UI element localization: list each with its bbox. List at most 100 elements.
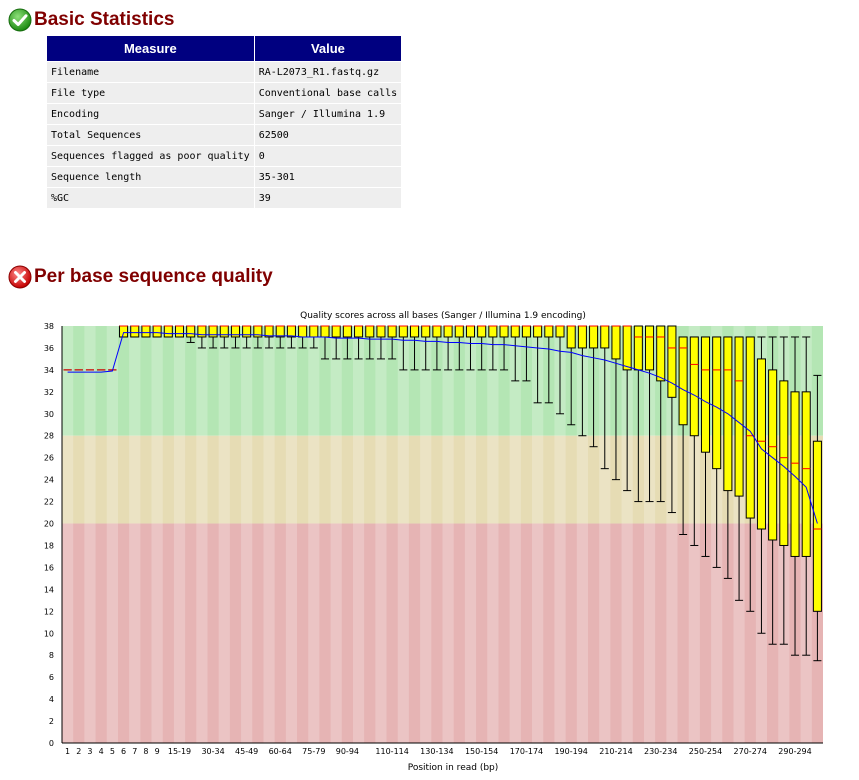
- quartile-box: [365, 325, 375, 338]
- column-stripe: [62, 326, 74, 743]
- y-tick-label: 8: [49, 651, 54, 660]
- quartile-box: [465, 325, 476, 338]
- column-stripe: [487, 326, 499, 743]
- y-tick-label: 16: [44, 563, 54, 572]
- quartile-box: [242, 325, 252, 338]
- column-stripe: [308, 326, 320, 743]
- quartile-box: [130, 325, 140, 338]
- quartile-box: [790, 391, 800, 557]
- quartile-box: [298, 325, 308, 338]
- x-tick-label: 30-34: [201, 747, 224, 756]
- x-tick-label: 270-274: [734, 747, 767, 756]
- quartile-box: [119, 325, 129, 338]
- column-stripe: [151, 326, 163, 743]
- table-row: %GC 39: [47, 187, 402, 208]
- x-tick-label: 3: [87, 747, 92, 756]
- quality-band: [62, 435, 823, 524]
- quartile-box: [163, 325, 173, 338]
- per-base-quality-heading: Per base sequence quality: [8, 265, 273, 289]
- value-cell: 35-301: [254, 166, 402, 188]
- column-stripe: [196, 326, 208, 743]
- quartile-box: [477, 325, 487, 338]
- x-tick-label: 4: [99, 747, 104, 756]
- mean-line: [67, 332, 818, 524]
- y-tick-label: 34: [44, 366, 54, 375]
- x-tick-label: 250-254: [689, 747, 722, 756]
- quartile-box: [656, 325, 666, 382]
- header-value: Value: [254, 36, 402, 62]
- y-tick-label: 2: [49, 717, 54, 726]
- x-tick-label: 170-174: [510, 747, 543, 756]
- quartile-box: [734, 336, 744, 497]
- quartile-box: [510, 325, 520, 338]
- y-tick-label: 30: [44, 410, 54, 419]
- column-stripe: [375, 326, 387, 743]
- column-stripe: [218, 326, 230, 743]
- column-stripe: [241, 326, 253, 743]
- quartile-box: [230, 325, 240, 338]
- y-tick-label: 18: [44, 541, 54, 550]
- quartile-box: [678, 336, 688, 426]
- x-tick-label: 60-64: [269, 747, 292, 756]
- quartile-box: [342, 325, 352, 338]
- column-stripe: [84, 326, 96, 743]
- quartile-box: [320, 325, 330, 338]
- measure-cell: Sequence length: [47, 166, 255, 188]
- quartile-box: [219, 325, 229, 338]
- x-tick-label: 7: [132, 747, 137, 756]
- basic-statistics-title: Basic Statistics: [34, 9, 175, 30]
- x-tick-label: 1: [65, 747, 70, 756]
- quartile-box: [622, 325, 632, 371]
- column-stripe: [643, 326, 656, 743]
- quartile-box: [275, 325, 285, 338]
- y-tick-label: 36: [44, 344, 54, 353]
- value-cell: Conventional base calls: [254, 82, 402, 104]
- column-stripe: [397, 326, 409, 743]
- quartile-box: [544, 325, 554, 338]
- per-base-quality-chart: Quality scores across all bases (Sanger …: [44, 311, 823, 773]
- x-tick-label: 130-134: [420, 747, 453, 756]
- column-stripe: [666, 326, 678, 743]
- quartile-box: [577, 325, 587, 349]
- quartile-box: [186, 325, 196, 338]
- value-cell: 0: [254, 145, 402, 167]
- quartile-box: [197, 325, 207, 338]
- value-cell: Sanger / Illumina 1.9: [254, 103, 402, 125]
- quartile-box: [745, 336, 755, 519]
- y-tick-label: 4: [49, 695, 54, 704]
- measure-cell: File type: [47, 82, 255, 104]
- chart-title: Quality scores across all bases (Sanger …: [300, 311, 586, 321]
- x-tick-label: 9: [155, 747, 160, 756]
- x-tick-label: 150-154: [465, 747, 498, 756]
- y-tick-label: 22: [44, 498, 54, 507]
- quartile-box: [812, 440, 822, 612]
- x-axis-label: Position in read (bp): [408, 763, 499, 773]
- quartile-box: [667, 325, 677, 398]
- table-row: Sequence length 35-301: [47, 166, 402, 188]
- column-stripe: [129, 326, 141, 743]
- quartile-box: [645, 325, 655, 371]
- measure-cell: Total Sequences: [47, 124, 255, 146]
- x-tick-label: 15-19: [168, 747, 191, 756]
- per-base-quality-title: Per base sequence quality: [34, 266, 273, 287]
- quartile-box: [309, 325, 319, 338]
- quartile-box: [779, 380, 789, 546]
- x-tick-label: 6: [121, 747, 126, 756]
- column-stripe: [352, 326, 365, 743]
- quartile-box: [208, 325, 218, 338]
- quartile-box: [376, 325, 386, 338]
- quartile-box: [421, 325, 431, 338]
- y-tick-label: 20: [44, 520, 54, 529]
- quartile-box: [354, 325, 364, 338]
- table-row: Filename RA-L2073_R1.fastq.gz: [47, 61, 402, 83]
- error-circle-icon: [8, 265, 32, 289]
- x-tick-label: 45-49: [235, 747, 258, 756]
- quartile-box: [488, 325, 498, 338]
- column-stripe: [532, 326, 544, 743]
- y-tick-label: 28: [44, 432, 54, 441]
- column-stripe: [263, 326, 275, 743]
- x-tick-label: 110-114: [375, 747, 408, 756]
- quartile-box: [286, 325, 296, 338]
- value-cell: 39: [254, 187, 402, 208]
- x-tick-label: 290-294: [778, 747, 811, 756]
